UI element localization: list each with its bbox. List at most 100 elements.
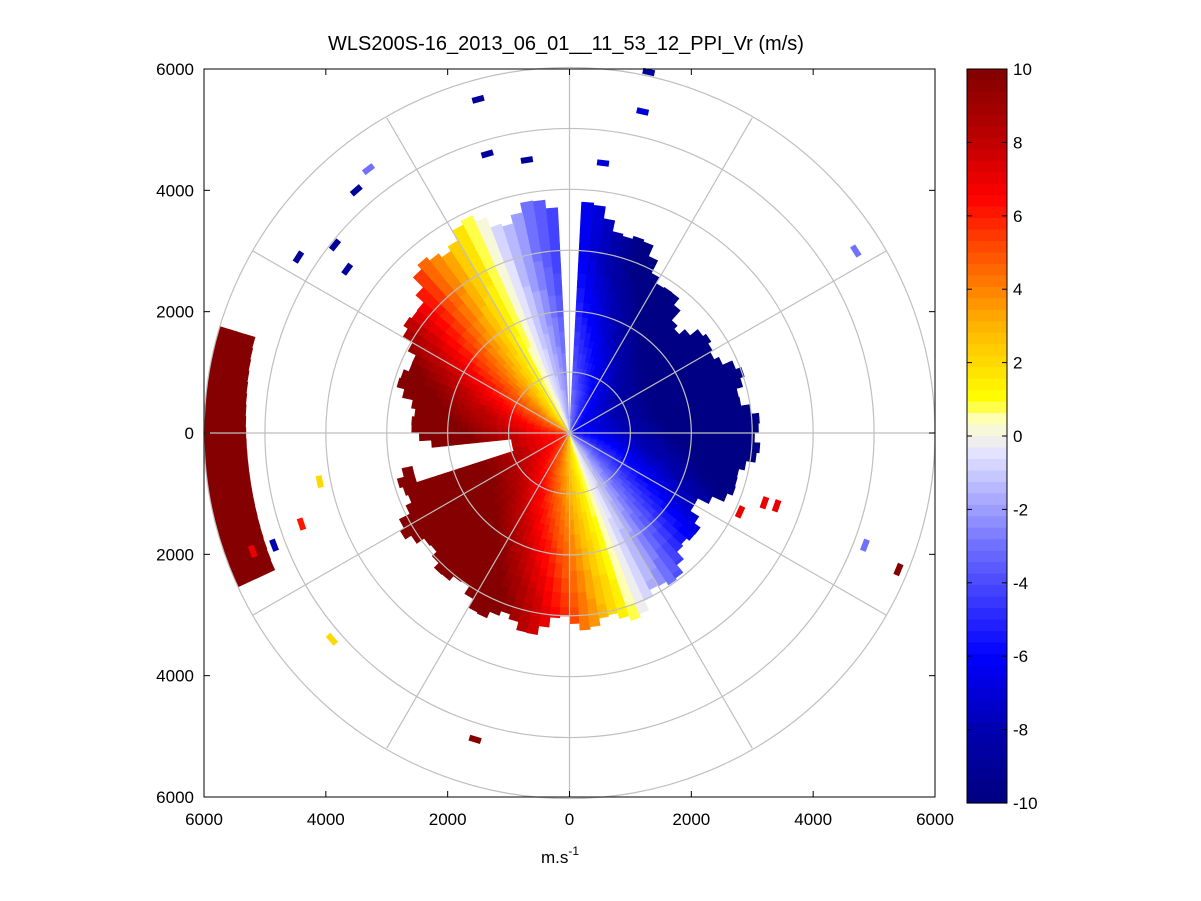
field-cell — [585, 583, 596, 593]
field-cell — [677, 444, 687, 452]
field-cell — [416, 408, 426, 419]
colorbar-swatch — [967, 321, 1007, 334]
field-cell — [579, 324, 587, 333]
colorbar-swatch — [967, 126, 1007, 139]
field-cell — [563, 534, 570, 543]
colorbar-swatches — [967, 69, 1007, 804]
colorbar-swatch — [967, 91, 1007, 105]
field-cell — [700, 425, 709, 434]
field-cell — [430, 425, 439, 434]
field-cell — [580, 214, 593, 224]
field-cell — [699, 446, 708, 455]
field-cell — [412, 269, 424, 279]
field-cell — [411, 424, 417, 434]
colorbar-swatch — [967, 137, 1007, 150]
field-cell — [571, 374, 576, 383]
outer-arc-cell — [226, 402, 238, 416]
field-cell — [576, 570, 586, 579]
colorbar-tick-label: 8 — [1013, 133, 1022, 152]
field-cell — [551, 591, 562, 601]
field-cell — [564, 512, 570, 521]
colorbar-swatch — [967, 344, 1007, 357]
colorbar-swatch — [967, 241, 1007, 254]
field-cell — [563, 541, 570, 550]
field-cell — [459, 426, 468, 434]
field-cell — [444, 432, 454, 440]
field-cell — [552, 272, 562, 282]
field-cell — [431, 439, 439, 448]
field-cell — [563, 527, 570, 536]
colorbar-swatch — [967, 596, 1007, 609]
field-cell — [707, 425, 717, 434]
field-cell — [589, 619, 601, 628]
colorbar-swatch — [967, 252, 1007, 265]
outer-arc-cell — [220, 462, 232, 476]
field-cell — [572, 359, 578, 369]
colorbar-swatch — [967, 160, 1007, 173]
y-tick-label: 4000 — [156, 667, 194, 686]
field-cell — [415, 416, 425, 426]
field-cell — [459, 432, 468, 440]
field-cell — [577, 272, 587, 282]
field-cell — [722, 432, 731, 442]
colorbar-swatch — [967, 183, 1007, 196]
field-cell — [546, 287, 556, 297]
field-cell — [564, 519, 570, 528]
colorbar-swatch — [967, 355, 1007, 368]
field-cell — [411, 416, 418, 426]
field-cell — [569, 621, 580, 624]
field-cell — [554, 563, 563, 572]
colorbar-swatch — [967, 780, 1007, 793]
outer-arc-cell — [217, 402, 229, 416]
field-cell — [560, 505, 566, 514]
field-cell — [582, 302, 591, 312]
field-cell — [569, 556, 577, 565]
field-cell — [744, 432, 753, 443]
field-cell — [737, 423, 746, 434]
colorbar-tick-label: -4 — [1013, 574, 1028, 593]
field-cell — [736, 414, 746, 425]
colorbar-swatch — [967, 275, 1007, 288]
field-cell — [694, 329, 704, 340]
field-cell — [579, 221, 592, 231]
field-cell — [722, 424, 731, 434]
field-cell — [580, 316, 589, 326]
colorbar-swatch — [967, 298, 1007, 311]
field-cell — [575, 301, 584, 311]
field-cell — [481, 423, 490, 430]
field-cell — [751, 422, 759, 434]
field-cell — [574, 330, 581, 340]
field-cell — [460, 215, 475, 226]
field-cell — [712, 356, 723, 369]
field-cell — [552, 584, 562, 594]
field-cell — [437, 432, 446, 441]
field-cell — [736, 441, 746, 452]
field-cell — [445, 419, 454, 428]
field-cell — [580, 207, 594, 217]
field-cell — [460, 415, 469, 423]
field-cell — [560, 592, 570, 601]
field-cell — [474, 437, 483, 444]
field-cell — [683, 329, 691, 338]
field-cell — [581, 309, 590, 319]
field-cell — [555, 301, 564, 311]
field-cell — [685, 438, 694, 447]
colorbar-swatch — [967, 653, 1007, 666]
field-cell — [582, 295, 592, 304]
colorbar-swatch — [967, 413, 1007, 426]
colorbar-tick-label: -8 — [1013, 721, 1028, 740]
outer-arc-cell — [238, 460, 250, 474]
field-cell — [422, 425, 432, 434]
field-cell — [583, 287, 593, 297]
colorbar-swatch — [967, 149, 1007, 162]
field-cell — [558, 526, 565, 536]
x-tick-label: 4000 — [307, 810, 345, 829]
colorbar-swatch — [967, 114, 1007, 127]
field-cell — [561, 563, 570, 572]
colorbar-swatch — [967, 504, 1007, 517]
field-cell — [729, 423, 738, 434]
colorbar-swatch — [967, 263, 1007, 277]
colorbar-tick-label: -10 — [1013, 794, 1038, 813]
field-cell — [547, 229, 560, 238]
field-cell — [581, 201, 595, 209]
